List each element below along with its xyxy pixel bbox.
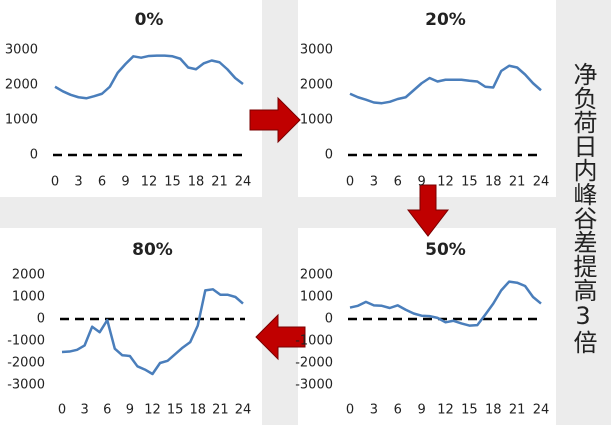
chart-title: 0% xyxy=(135,10,164,30)
series-line xyxy=(349,280,542,327)
x-tick-label: 3 xyxy=(370,175,378,190)
x-tick-label: 18 xyxy=(188,175,205,190)
y-tick-label: 0 xyxy=(325,312,333,327)
x-tick-label: 24 xyxy=(235,175,252,190)
x-tick-label: 18 xyxy=(485,175,502,190)
x-tick-label: 21 xyxy=(211,175,228,190)
panel xyxy=(0,0,262,197)
chart-title: 20% xyxy=(425,10,466,30)
y-tick-label: 2000 xyxy=(5,78,38,93)
series-line xyxy=(349,64,542,105)
chart-title: 80% xyxy=(132,240,173,260)
x-tick-label: 24 xyxy=(533,403,550,418)
x-tick-label: 6 xyxy=(103,403,111,418)
y-tick-label: 3000 xyxy=(300,43,333,58)
y-tick-label: 0 xyxy=(30,148,38,163)
arrow xyxy=(255,313,306,361)
x-tick-label: 3 xyxy=(80,403,88,418)
x-tick-label: 15 xyxy=(461,175,478,190)
x-tick-label: 3 xyxy=(370,403,378,418)
y-tick-label: 1000 xyxy=(12,290,45,305)
x-tick-label: 6 xyxy=(98,175,106,190)
y-tick-label: -1000 xyxy=(7,334,45,349)
x-tick-label: 12 xyxy=(437,175,454,190)
x-tick-label: 12 xyxy=(144,403,161,418)
y-tick-label: 2000 xyxy=(300,268,333,283)
x-tick-label: 21 xyxy=(509,175,526,190)
x-tick-label: 0 xyxy=(58,403,66,418)
x-tick-label: 15 xyxy=(461,403,478,418)
x-tick-label: 9 xyxy=(417,403,425,418)
x-tick-label: 0 xyxy=(51,175,59,190)
y-tick-label: 0 xyxy=(325,148,333,163)
y-tick-label: -3000 xyxy=(295,378,333,393)
x-tick-label: 9 xyxy=(121,175,129,190)
series-line xyxy=(54,54,244,100)
arrow xyxy=(406,184,450,237)
x-tick-label: 12 xyxy=(141,175,158,190)
panel xyxy=(0,228,262,425)
x-tick-label: 18 xyxy=(485,403,502,418)
y-tick-label: -2000 xyxy=(295,356,333,371)
x-tick-label: 15 xyxy=(164,175,181,190)
x-tick-label: 21 xyxy=(509,403,526,418)
x-tick-label: 0 xyxy=(346,403,354,418)
y-tick-label: 2000 xyxy=(12,268,45,283)
x-tick-label: 21 xyxy=(212,403,229,418)
x-tick-label: 18 xyxy=(189,403,206,418)
side-text: 净负荷日内峰谷差提高3倍 xyxy=(569,62,597,354)
series-line xyxy=(61,288,244,376)
x-tick-label: 24 xyxy=(533,175,550,190)
panel xyxy=(298,0,556,197)
x-tick-label: 3 xyxy=(74,175,82,190)
y-tick-label: 2000 xyxy=(300,78,333,93)
panel xyxy=(298,228,556,425)
y-tick-label: 1000 xyxy=(5,113,38,128)
x-tick-label: 15 xyxy=(167,403,184,418)
y-tick-label: -2000 xyxy=(7,356,45,371)
y-tick-label: 1000 xyxy=(300,113,333,128)
y-tick-label: 3000 xyxy=(5,43,38,58)
arrow xyxy=(249,96,301,144)
x-tick-label: 0 xyxy=(346,175,354,190)
chart-title: 50% xyxy=(425,240,466,260)
x-tick-label: 9 xyxy=(417,175,425,190)
x-tick-label: 24 xyxy=(235,403,252,418)
x-tick-label: 12 xyxy=(437,403,454,418)
x-tick-label: 6 xyxy=(394,175,402,190)
y-tick-label: -1000 xyxy=(295,334,333,349)
x-tick-label: 9 xyxy=(126,403,134,418)
y-tick-label: 1000 xyxy=(300,290,333,305)
y-tick-label: 0 xyxy=(37,312,45,327)
x-tick-label: 6 xyxy=(394,403,402,418)
y-tick-label: -3000 xyxy=(7,378,45,393)
